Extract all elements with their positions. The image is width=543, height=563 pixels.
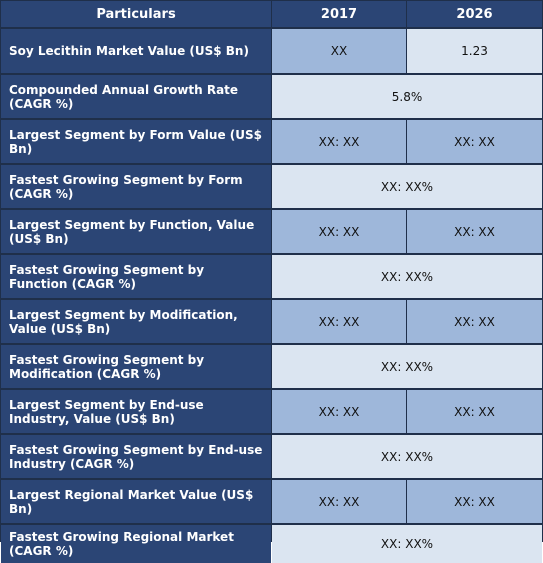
row-label: Fastest Growing Segment by Modification … bbox=[1, 345, 271, 388]
value-2017: XX: XX bbox=[272, 210, 406, 253]
value-merged: XX: XX% bbox=[272, 165, 542, 208]
value-merged: XX: XX% bbox=[272, 525, 542, 563]
value-2026: 1.23 bbox=[407, 29, 542, 73]
value-2017: XX: XX bbox=[272, 300, 406, 343]
row-label: Largest Segment by End-use Industry, Val… bbox=[1, 390, 271, 433]
row-label: Fastest Growing Segment by End-use Indus… bbox=[1, 435, 271, 478]
value-merged: 5.8% bbox=[272, 75, 542, 118]
value-merged: XX: XX% bbox=[272, 345, 542, 388]
value-merged: XX: XX% bbox=[272, 435, 542, 478]
row-label: Largest Segment by Form Value (US$ Bn) bbox=[1, 120, 271, 163]
row-label: Soy Lecithin Market Value (US$ Bn) bbox=[1, 29, 271, 73]
row-label: Largest Regional Market Value (US$ Bn) bbox=[1, 480, 271, 523]
row-label: Fastest Growing Segment by Form (CAGR %) bbox=[1, 165, 271, 208]
value-2017: XX: XX bbox=[272, 480, 406, 523]
value-merged: XX: XX% bbox=[272, 255, 542, 298]
value-2017: XX: XX bbox=[272, 390, 406, 433]
row-label: Fastest Growing Regional Market (CAGR %) bbox=[1, 525, 271, 563]
row-label: Compounded Annual Growth Rate (CAGR %) bbox=[1, 75, 271, 118]
row-label: Fastest Growing Segment by Function (CAG… bbox=[1, 255, 271, 298]
value-2026: XX: XX bbox=[407, 120, 542, 163]
value-2026: XX: XX bbox=[407, 480, 542, 523]
value-2017: XX: XX bbox=[272, 120, 406, 163]
value-2026: XX: XX bbox=[407, 210, 542, 253]
header-particulars: Particulars bbox=[1, 1, 271, 27]
header-2017: 2017 bbox=[272, 1, 406, 27]
value-2026: XX: XX bbox=[407, 300, 542, 343]
value-2026: XX: XX bbox=[407, 390, 542, 433]
value-2017: XX bbox=[272, 29, 406, 73]
header-2026: 2026 bbox=[407, 1, 542, 27]
row-label: Largest Segment by Function, Value (US$ … bbox=[1, 210, 271, 253]
row-label: Largest Segment by Modification, Value (… bbox=[1, 300, 271, 343]
